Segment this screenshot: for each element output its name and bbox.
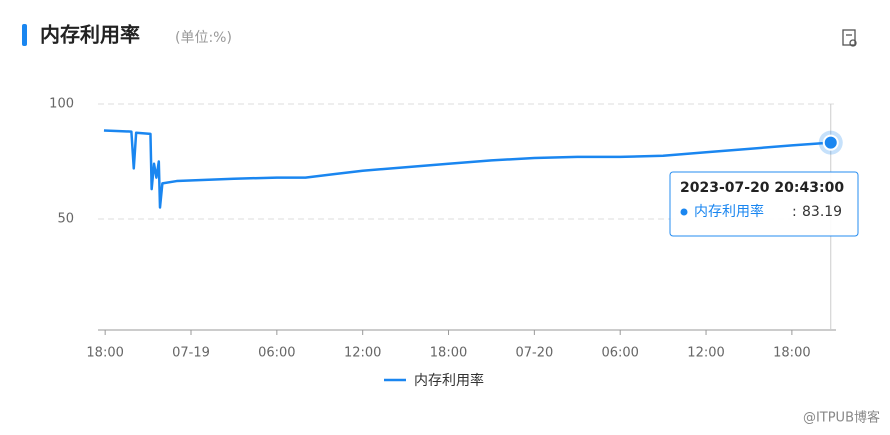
tooltip: 2023-07-20 20:43:00 内存利用率:83.19 bbox=[669, 171, 859, 237]
x-tick-label: 12:00 bbox=[344, 346, 381, 361]
x-tick-label: 18:00 bbox=[430, 346, 467, 361]
tooltip-time: 2023-07-20 20:43:00 bbox=[680, 180, 844, 196]
tooltip-dot bbox=[680, 208, 688, 216]
x-tick-label: 07-20 bbox=[515, 346, 553, 361]
x-tick-label: 12:00 bbox=[687, 346, 724, 361]
chart-title: 内存利用率 bbox=[40, 23, 140, 47]
export-icon[interactable] bbox=[842, 29, 857, 47]
x-tick-label: 18:00 bbox=[773, 346, 810, 361]
x-tick-label: 07-19 bbox=[172, 346, 210, 361]
watermark: @ITPUB博客 bbox=[803, 410, 880, 426]
series-line bbox=[103, 129, 831, 209]
tooltip-sep: : bbox=[792, 204, 797, 220]
x-tick-label: 18:00 bbox=[86, 346, 123, 361]
legend-label: 内存利用率 bbox=[414, 372, 484, 389]
chart-subtitle: (单位:%) bbox=[175, 30, 232, 46]
y-tick-label: 50 bbox=[57, 212, 74, 227]
hover-point bbox=[822, 134, 839, 151]
tooltip-value: 83.19 bbox=[802, 204, 842, 220]
x-tick-label: 06:00 bbox=[601, 346, 638, 361]
tooltip-box bbox=[669, 171, 859, 237]
title-marker bbox=[22, 24, 27, 46]
x-tick-label: 06:00 bbox=[258, 346, 295, 361]
tooltip-series: 内存利用率 bbox=[694, 203, 764, 220]
y-tick-label: 100 bbox=[49, 97, 74, 112]
